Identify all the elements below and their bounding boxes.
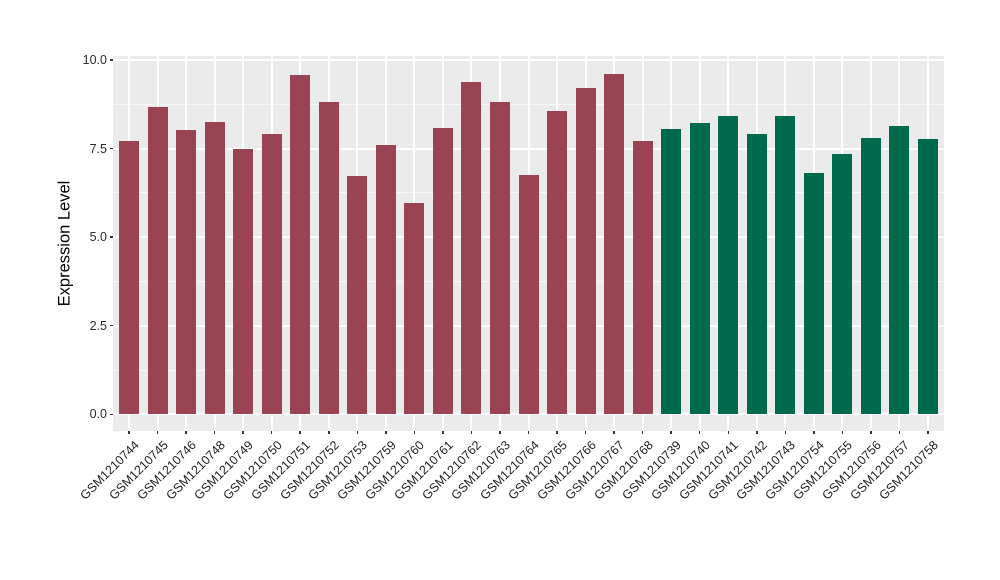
bar — [489, 101, 510, 415]
x-tick-mark — [385, 431, 387, 434]
bar — [604, 74, 625, 415]
y-tick-mark — [109, 147, 113, 150]
bar — [832, 154, 853, 415]
x-tick-mark — [556, 431, 558, 434]
bar — [261, 134, 282, 415]
bar — [803, 173, 824, 415]
x-tick-mark — [813, 431, 815, 434]
x-tick-mark — [442, 431, 444, 434]
bar — [404, 202, 425, 415]
bar — [375, 145, 396, 415]
x-tick-mark — [499, 431, 501, 434]
bar — [461, 81, 482, 415]
y-tick-mark — [109, 324, 113, 327]
y-tick-label: 5.0 — [89, 230, 107, 245]
bar — [689, 123, 710, 415]
x-tick-mark — [613, 431, 615, 434]
bar — [889, 126, 910, 415]
bar — [233, 149, 254, 415]
bar — [661, 129, 682, 415]
x-tick-mark — [698, 431, 701, 434]
x-tick-mark — [470, 431, 473, 434]
x-tick-mark — [356, 431, 359, 434]
plot-panel — [113, 56, 944, 431]
h-gridline-major — [113, 147, 944, 150]
bar — [119, 141, 139, 415]
h-gridline-minor — [113, 103, 944, 105]
bar — [290, 74, 311, 415]
h-gridline-major — [113, 59, 944, 61]
x-tick-mark — [584, 431, 587, 434]
bar — [547, 111, 568, 415]
x-tick-mark — [299, 431, 301, 434]
bar — [575, 88, 596, 415]
y-tick-label: 10.0 — [82, 53, 107, 67]
bar — [347, 175, 368, 415]
x-tick-mark — [870, 431, 872, 434]
x-tick-mark — [213, 431, 216, 434]
x-tick-mark — [527, 431, 530, 434]
bar — [176, 130, 197, 415]
x-tick-mark — [242, 431, 244, 434]
y-tick-label: 2.5 — [89, 318, 107, 333]
y-tick-mark — [109, 236, 113, 238]
bar — [860, 137, 881, 415]
bar — [147, 107, 168, 415]
y-tick-mark — [109, 59, 113, 61]
x-tick-mark — [727, 431, 729, 434]
bar — [775, 116, 796, 415]
x-tick-mark — [413, 431, 416, 434]
x-tick-mark — [270, 431, 273, 434]
y-tick-label: 0.0 — [89, 407, 107, 422]
x-tick-mark — [670, 431, 672, 434]
x-tick-mark — [328, 431, 330, 434]
x-tick-mark — [641, 431, 644, 434]
y-tick-mark — [109, 413, 113, 416]
x-tick-mark — [927, 431, 929, 434]
x-tick-mark — [156, 431, 159, 434]
bar — [918, 139, 938, 415]
bar — [432, 127, 453, 415]
x-tick-mark — [128, 431, 130, 434]
bar — [318, 102, 339, 415]
x-tick-mark — [185, 431, 187, 434]
bar — [518, 175, 539, 415]
h-gridline-major — [113, 413, 944, 416]
bar — [204, 121, 225, 415]
x-tick-mark — [841, 431, 844, 434]
bar — [746, 134, 767, 415]
x-tick-mark — [898, 431, 901, 434]
bar — [718, 115, 739, 415]
bar — [632, 141, 653, 415]
x-tick-mark — [784, 431, 787, 434]
x-tick-mark — [756, 431, 758, 434]
y-tick-label: 7.5 — [89, 141, 107, 156]
y-axis-title: Expression Level — [55, 180, 74, 307]
